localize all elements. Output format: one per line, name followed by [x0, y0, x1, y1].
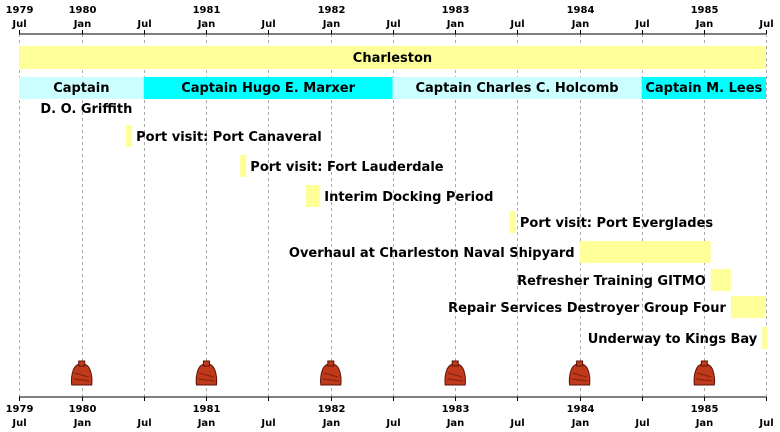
top-tick-month-label: Jan [695, 19, 714, 30]
bell-icon [320, 360, 342, 386]
bottom-tick-month-label: Jan [197, 418, 216, 429]
bottom-tick-month-label: Jul [758, 418, 773, 429]
captain-label: Captain M. Lees [645, 81, 762, 96]
top-tick-month-label: Jul [758, 19, 773, 30]
bottom-tick-year-label: 1979 [6, 404, 34, 415]
event-label: Repair Services Destroyer Group Four [448, 301, 726, 316]
bottom-tick-year-label: 1982 [318, 404, 346, 415]
captain-bar [392, 77, 642, 99]
top-tick-year-label: 1979 [6, 5, 34, 16]
top-tick-month-label: Jul [136, 19, 151, 30]
bottom-tick-month-label: Jul [11, 418, 26, 429]
event-bar [126, 125, 133, 147]
bottom-tick-year-label: 1980 [69, 404, 97, 415]
captain-bar [19, 77, 144, 99]
bottom-tick-year-label: 1985 [691, 404, 719, 415]
bell-icon [568, 360, 591, 386]
top-tick-year-label: 1984 [567, 5, 595, 16]
captain-label: Captain [53, 81, 109, 96]
top-tick-year-label: 1981 [193, 5, 221, 16]
top-axis: 1979 Jul 1980 Jan Jul 1981 Jan Jul 1982 Jan Jul 198… [6, 5, 774, 35]
bottom-tick-month-label: Jul [634, 418, 649, 429]
event-bars: Port visit: Port Canaveral Port visit: Fo… [126, 125, 768, 349]
bottom-axis: 1979 Jul 1980 Jan Jul 1981 Jan Jul 1982 Jan Jul 198… [6, 396, 774, 429]
ship-bar [19, 46, 766, 69]
event-label: Refresher Training GITMO [517, 274, 706, 289]
top-tick-year-label: 1982 [318, 5, 346, 16]
captain-bar [143, 77, 393, 99]
event-label: Overhaul at Charleston Naval Shipyard [289, 246, 575, 261]
top-tick-month-label: Jul [509, 19, 524, 30]
top-tick-month-label: Jan [73, 19, 92, 30]
event-bar [579, 241, 711, 263]
captain-label-line2: D. O. Griffith [40, 102, 132, 117]
bottom-tick-month-label: Jul [136, 418, 151, 429]
top-tick-year-label: 1980 [69, 5, 97, 16]
top-tick-month-label: Jan [571, 19, 590, 30]
event-bar [730, 296, 766, 318]
top-tick-month-label: Jan [446, 19, 465, 30]
bell-icon [195, 360, 218, 386]
event-label: Underway to Kings Bay [588, 332, 758, 347]
event-bar [710, 269, 731, 291]
event-label: Interim Docking Period [324, 190, 493, 205]
captain-bars: Captain D. O. Griffith Captain Hugo E. Mar… [19, 77, 766, 117]
bottom-tick-year-label: 1983 [442, 404, 470, 415]
bottom-tick-month-label: Jul [260, 418, 275, 429]
bottom-tick-month-label: Jul [509, 418, 524, 429]
event-bar [509, 211, 516, 233]
bottom-tick-month-label: Jan [571, 418, 590, 429]
event-label: Port visit: Fort Lauderdale [250, 160, 443, 175]
top-tick-month-label: Jul [385, 19, 400, 30]
bell-icon [70, 360, 93, 386]
ship-label: Charleston [353, 51, 432, 66]
bell-icon [693, 360, 716, 386]
event-label: Port visit: Port Canaveral [136, 130, 322, 145]
event-bar [240, 155, 247, 177]
bell-icon [444, 360, 466, 386]
top-tick-year-label: 1985 [691, 5, 719, 16]
event-label: Port visit: Port Everglades [520, 216, 714, 231]
top-tick-month-label: Jan [197, 19, 216, 30]
ship-bar-layer: Charleston [19, 46, 766, 69]
top-tick-month-label: Jul [634, 19, 649, 30]
top-tick-month-label: Jul [11, 19, 26, 30]
captain-label: Captain Hugo E. Marxer [181, 81, 355, 96]
bell-markers [70, 360, 716, 386]
event-bar [762, 327, 768, 349]
event-bar [305, 185, 321, 207]
bottom-tick-year-label: 1981 [193, 404, 221, 415]
top-tick-month-label: Jul [260, 19, 275, 30]
top-tick-month-label: Jan [322, 19, 341, 30]
top-tick-year-label: 1983 [442, 5, 470, 16]
bottom-tick-month-label: Jan [73, 418, 92, 429]
bottom-tick-month-label: Jan [322, 418, 341, 429]
bottom-tick-year-label: 1984 [567, 404, 595, 415]
bottom-tick-month-label: Jul [385, 418, 400, 429]
captain-label: Captain Charles C. Holcomb [415, 81, 618, 96]
captain-bar [641, 77, 766, 99]
bottom-tick-month-label: Jan [446, 418, 465, 429]
bottom-tick-month-label: Jan [695, 418, 714, 429]
